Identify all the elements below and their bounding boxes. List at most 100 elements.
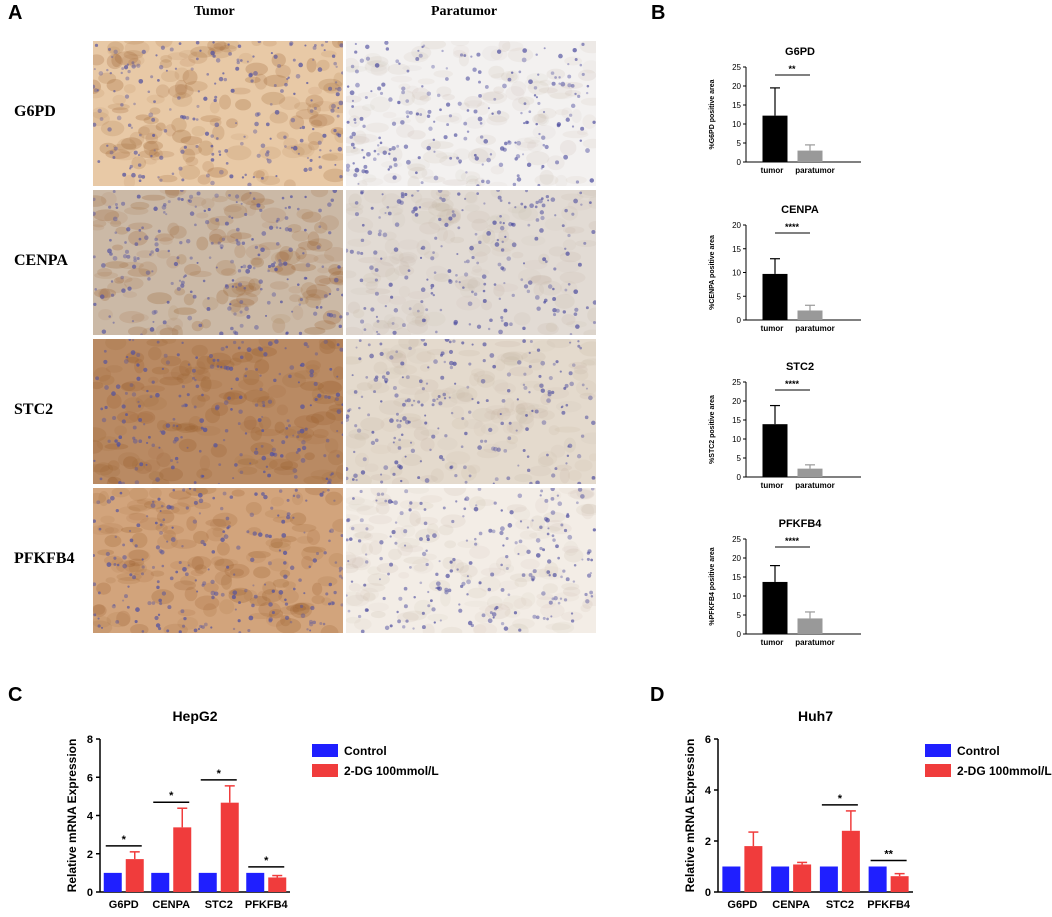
bar-pfkfb4-treated: [890, 876, 909, 892]
panel-letter-a: A: [8, 2, 23, 24]
row-label-pfkfb4: PFKFB4: [14, 550, 75, 567]
bar-paratumor: [797, 618, 823, 634]
column-header-tumor: Tumor: [194, 4, 235, 19]
bar-cenpa-control: [151, 872, 170, 892]
ihc-image-pfkfb4-paratumor: [346, 488, 596, 633]
legend-label: Control: [344, 744, 387, 758]
legend-swatch: [925, 764, 951, 777]
significance-stars: *: [122, 834, 127, 846]
x-tick-label: CENPA: [772, 899, 810, 911]
y-tick-label: 5: [737, 292, 742, 301]
x-tick-label: G6PD: [109, 899, 139, 911]
y-tick-label: 5: [737, 611, 742, 620]
legend-swatch: [925, 744, 951, 757]
significance-stars: *: [169, 790, 174, 802]
ihc-image-g6pd-tumor: [93, 41, 343, 186]
x-tick-label: STC2: [205, 899, 233, 911]
x-tick-label: PFKFB4: [245, 899, 289, 911]
y-tick-label: 15: [732, 416, 741, 425]
y-axis-label: %STC2 positive area: [709, 395, 716, 464]
significance-stars: *: [838, 793, 843, 805]
ihc-image-stc2-tumor: [93, 339, 343, 484]
bar-stc2-control: [819, 866, 838, 892]
bar-paratumor: [797, 468, 823, 477]
chart-title: HepG2: [172, 708, 217, 724]
y-tick-label: 4: [705, 785, 712, 797]
bar-stc2-control: [198, 872, 217, 892]
column-header-paratumor: Paratumor: [431, 4, 498, 19]
y-axis-label: %CENPA positive area: [709, 235, 716, 310]
bar-pfkfb4-control: [246, 872, 265, 892]
panel-letter-b: B: [651, 2, 666, 24]
y-tick-label: 15: [732, 245, 741, 254]
chart-title: PFKFB4: [779, 518, 823, 530]
bar-cenpa-treated: [173, 827, 192, 892]
y-tick-label: 20: [732, 554, 741, 563]
y-tick-label: 6: [705, 734, 711, 746]
x-tick-label: paratumor: [795, 638, 835, 647]
y-tick-label: 0: [87, 887, 93, 899]
y-tick-label: 6: [87, 772, 93, 784]
bar-g6pd-treated: [125, 859, 144, 892]
x-tick-label: PFKFB4: [867, 899, 911, 911]
ihc-image-pfkfb4-tumor: [93, 488, 343, 633]
y-tick-label: 25: [732, 378, 741, 387]
y-tick-label: 2: [87, 849, 93, 861]
y-tick-label: 20: [732, 82, 741, 91]
bar-tumor: [762, 115, 788, 162]
significance-stars: **: [884, 849, 893, 861]
bar-stc2-treated: [841, 830, 860, 892]
bar-pfkfb4-treated: [268, 877, 287, 892]
x-tick-label: tumor: [761, 166, 784, 175]
y-tick-label: 10: [732, 592, 741, 601]
x-tick-label: STC2: [826, 899, 854, 911]
y-axis-label: %G6PD positive area: [709, 79, 716, 149]
panel-letter-c: C: [8, 684, 23, 706]
bar-pfkfb4-control: [868, 866, 887, 892]
y-tick-label: 15: [732, 573, 741, 582]
bar-tumor: [762, 273, 788, 320]
row-label-cenpa: CENPA: [14, 252, 68, 269]
x-tick-label: tumor: [761, 324, 784, 333]
bar-g6pd-control: [103, 872, 122, 892]
y-tick-label: 25: [732, 63, 741, 72]
significance-stars: ****: [785, 536, 800, 546]
x-tick-label: paratumor: [795, 166, 835, 175]
x-tick-label: tumor: [761, 638, 784, 647]
legend-label: Control: [957, 744, 1000, 758]
bar-g6pd-treated: [744, 846, 763, 892]
y-tick-label: 25: [732, 535, 741, 544]
bar-tumor: [762, 581, 788, 634]
chart-huh7-mrna: Huh7 0 2 4 6 Relative mRNA Expression G6PD CENP…: [683, 708, 1052, 911]
y-tick-label: 2: [705, 836, 711, 848]
y-tick-label: 0: [737, 630, 742, 639]
y-tick-label: 10: [732, 269, 741, 278]
y-tick-label: 0: [705, 887, 711, 899]
x-tick-label: tumor: [761, 481, 784, 490]
panel-letter-d: D: [650, 684, 665, 706]
legend-swatch: [312, 744, 338, 757]
legend-label: 2-DG 100mmol/L: [344, 764, 439, 778]
y-axis-label: %PFKFB4 positive area: [709, 547, 716, 625]
bar-g6pd-control: [722, 866, 741, 892]
y-tick-label: 0: [737, 158, 742, 167]
bar-paratumor: [797, 150, 823, 162]
y-axis-label: Relative mRNA Expression: [683, 739, 697, 893]
chart-cenpa-positive-area: CENPA **** 0 5 10 15 20 tumor paratumor %CENPA po…: [709, 204, 861, 333]
x-tick-label: paratumor: [795, 481, 835, 490]
significance-stars: **: [788, 64, 796, 74]
chart-stc2-positive-area: STC2 **** 0 5 10 15 20 25 tumor paratumor %STC2 po…: [709, 361, 861, 490]
y-tick-label: 5: [737, 139, 742, 148]
y-tick-label: 20: [732, 397, 741, 406]
row-label-stc2: STC2: [14, 401, 54, 418]
chart-title: G6PD: [785, 46, 815, 58]
significance-stars: ****: [785, 222, 800, 232]
legend-label: 2-DG 100mmol/L: [957, 764, 1052, 778]
chart-title: Huh7: [798, 708, 833, 724]
x-tick-label: CENPA: [152, 899, 190, 911]
legend-swatch: [312, 764, 338, 777]
chart-title: CENPA: [781, 204, 819, 216]
chart-pfkfb4-positive-area: PFKFB4 **** 0 5 10 15 20 25 tumor paratumor %PFKFB…: [709, 518, 861, 647]
y-tick-label: 5: [737, 454, 742, 463]
y-tick-label: 10: [732, 435, 741, 444]
